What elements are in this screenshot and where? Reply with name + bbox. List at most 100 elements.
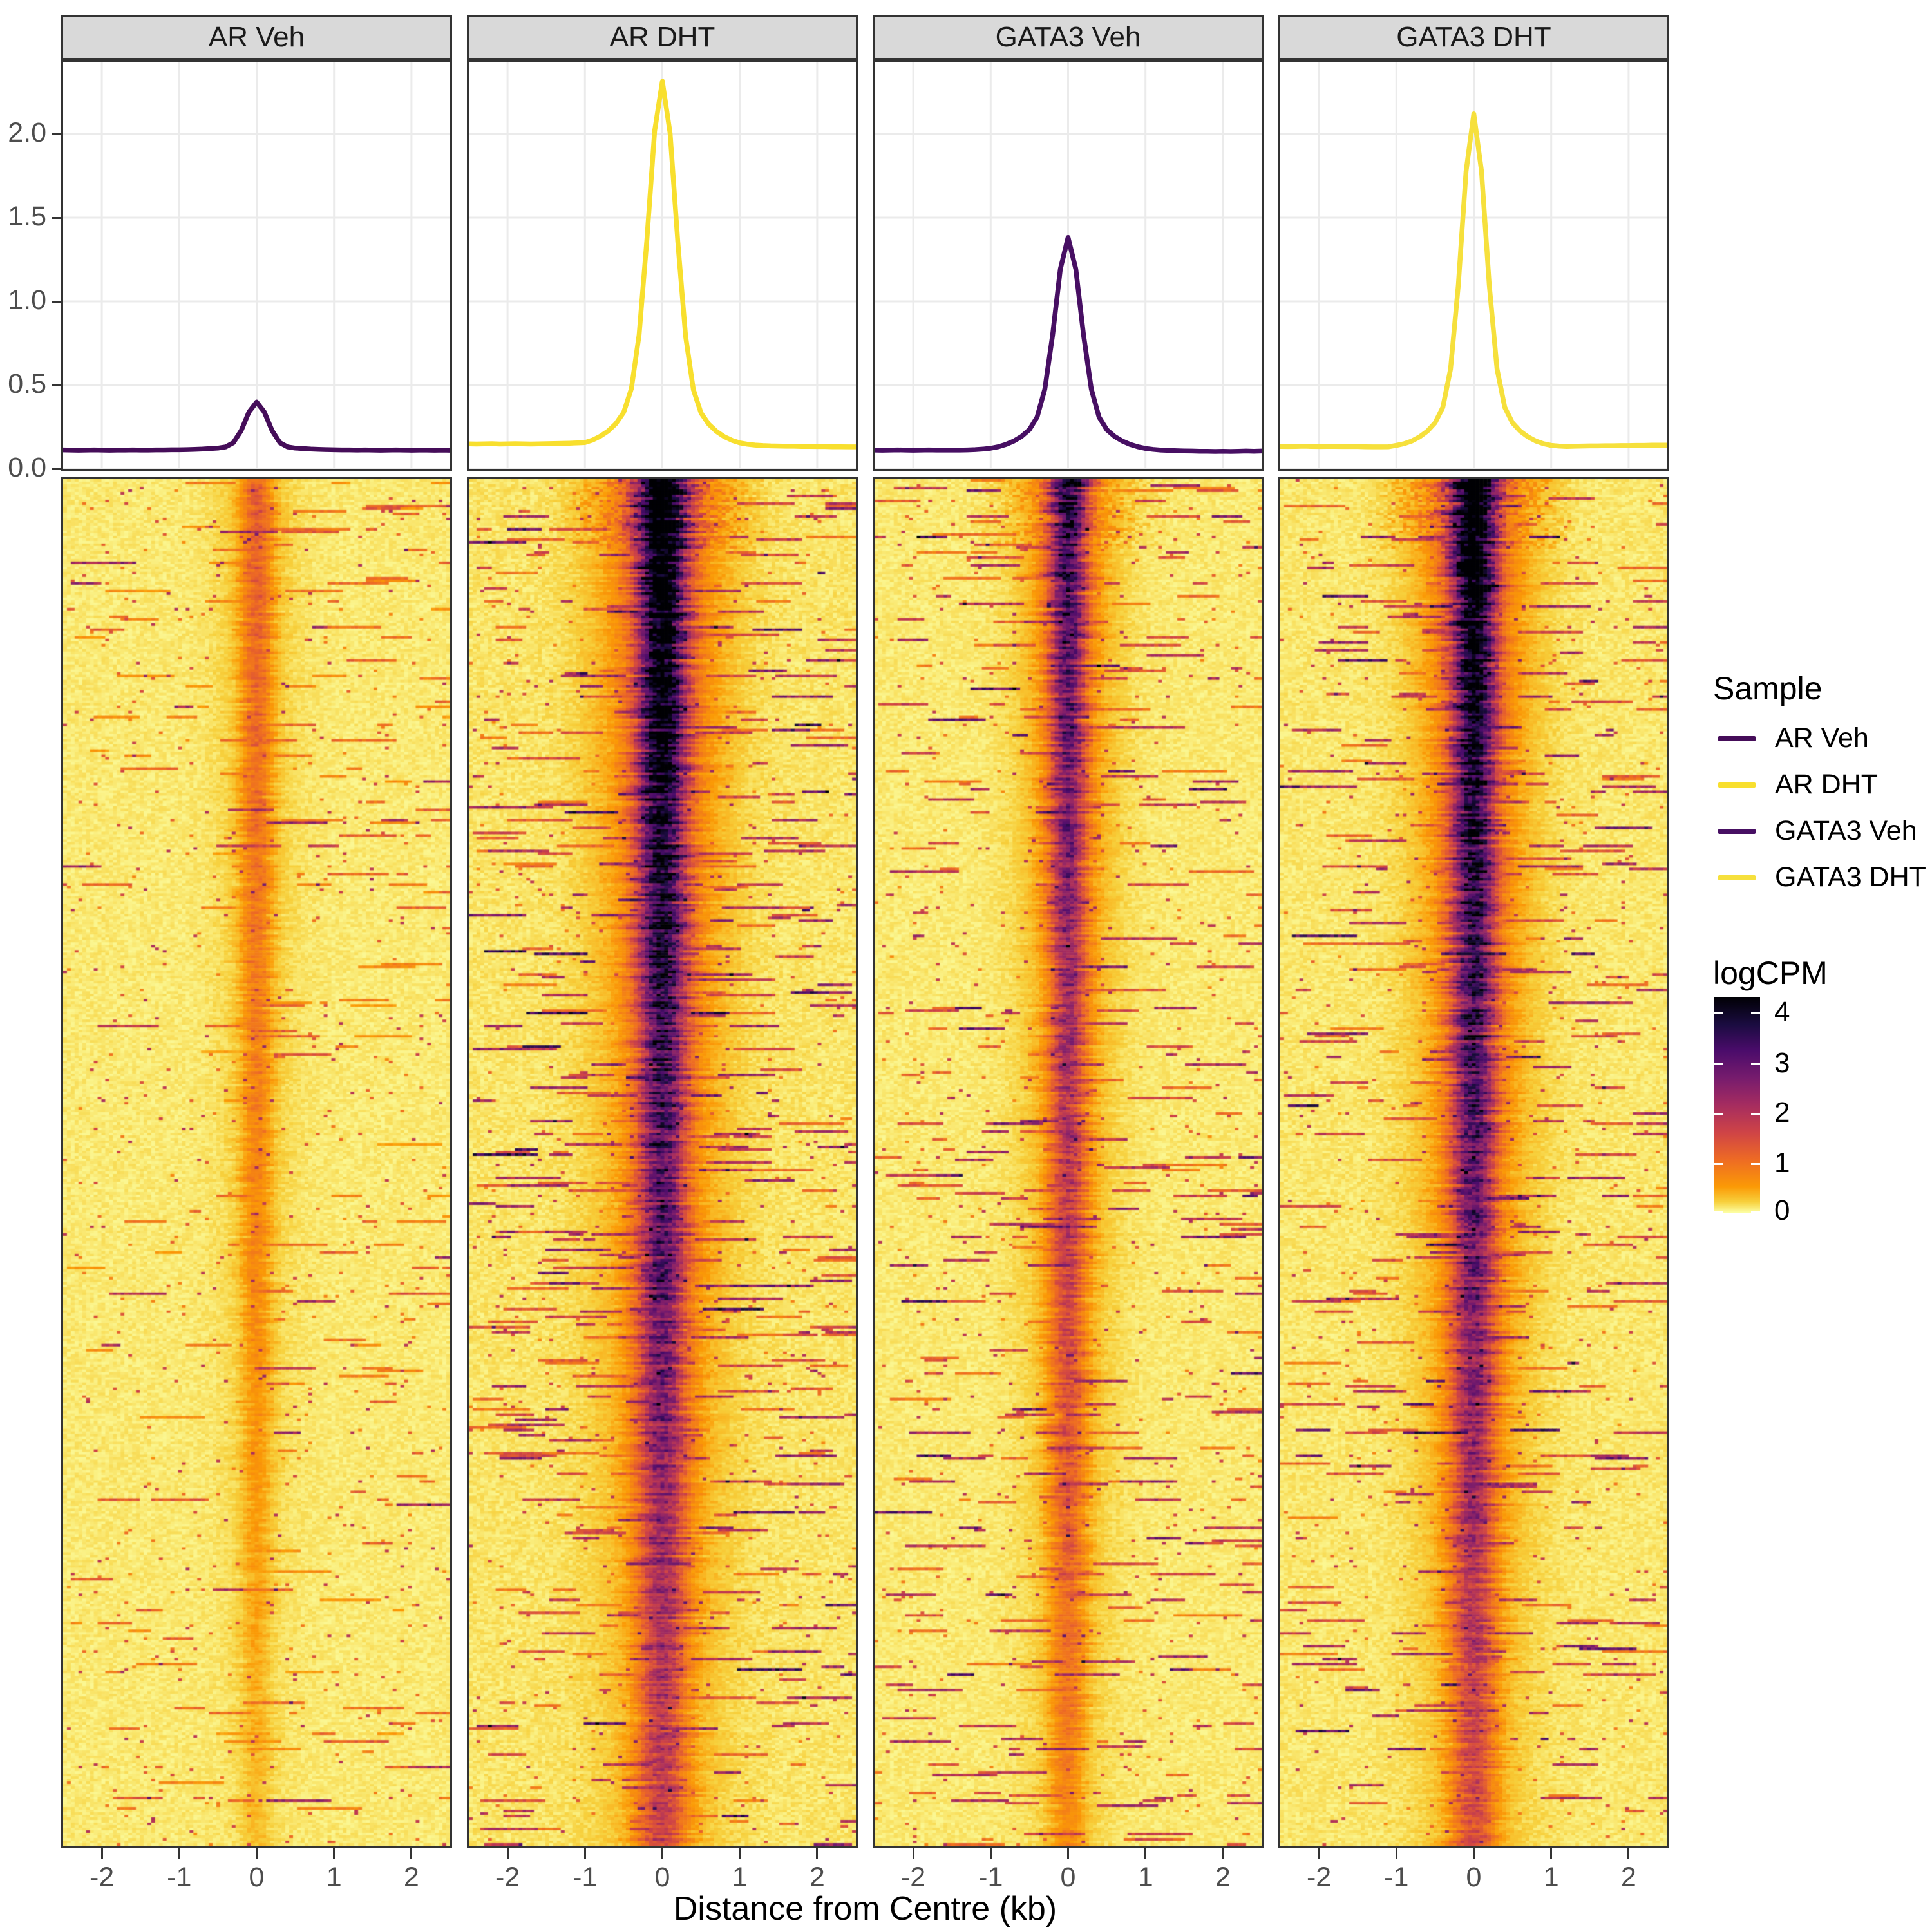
y-tick-label: 0.5 bbox=[8, 368, 46, 399]
profile-panel-ar-dht bbox=[467, 60, 858, 471]
colorbar-tick-mark bbox=[1751, 1210, 1760, 1213]
y-tick-label: 1.0 bbox=[8, 285, 46, 316]
facet-title: AR Veh bbox=[208, 21, 305, 53]
x-tick-mark bbox=[583, 1848, 586, 1859]
x-tick-mark bbox=[1067, 1848, 1069, 1859]
profile-curve-ar-dht bbox=[469, 79, 856, 450]
facet-strip-gata3-dht: GATA3 DHT bbox=[1278, 15, 1669, 60]
colorbar-title: logCPM bbox=[1713, 955, 1828, 991]
facet-strip-ar-dht: AR DHT bbox=[467, 15, 858, 60]
x-tick-mark bbox=[661, 1848, 663, 1859]
x-tick-label: -1 bbox=[573, 1862, 598, 1893]
x-tick-mark bbox=[410, 1848, 413, 1859]
y-tick-mark bbox=[52, 384, 61, 386]
y-tick-mark bbox=[52, 300, 61, 303]
facet-title: GATA3 Veh bbox=[995, 21, 1141, 53]
x-tick-mark bbox=[816, 1848, 819, 1859]
legend-item-label: GATA3 DHT bbox=[1775, 862, 1926, 893]
profile-panel-gata3-veh bbox=[873, 60, 1264, 471]
legend-key-line bbox=[1718, 875, 1756, 880]
colorbar-tick-mark bbox=[1714, 1012, 1723, 1014]
colorbar-tick-mark bbox=[1751, 1012, 1760, 1014]
profile-panel-gata3-dht bbox=[1278, 60, 1669, 471]
legend-item-label: AR DHT bbox=[1775, 769, 1879, 800]
legend-key-line bbox=[1718, 782, 1756, 788]
y-tick-label: 2.0 bbox=[8, 117, 46, 148]
x-tick-mark bbox=[1222, 1848, 1224, 1859]
heatmap-canvas-gata3-veh bbox=[875, 479, 1262, 1846]
x-tick-label: -2 bbox=[1306, 1862, 1332, 1893]
colorbar-tick-label: 0 bbox=[1774, 1195, 1790, 1226]
x-tick-label: 0 bbox=[249, 1862, 265, 1893]
colorbar-tick-label: 2 bbox=[1774, 1097, 1790, 1128]
x-tick-mark bbox=[1395, 1848, 1397, 1859]
facet-title: GATA3 DHT bbox=[1396, 21, 1551, 53]
legend-item-label: GATA3 Veh bbox=[1775, 815, 1917, 846]
x-tick-label: -1 bbox=[978, 1862, 1003, 1893]
colorbar-tick-label: 4 bbox=[1774, 996, 1790, 1028]
colorbar-tick-mark bbox=[1714, 1112, 1723, 1115]
x-tick-mark bbox=[1550, 1848, 1553, 1859]
heatmap-panel-ar-dht bbox=[467, 477, 858, 1848]
x-tick-label: 1 bbox=[326, 1862, 342, 1893]
y-tick-label: 1.5 bbox=[8, 201, 46, 232]
heatmap-canvas-ar-dht bbox=[469, 479, 856, 1846]
x-tick-label: 2 bbox=[1215, 1862, 1231, 1893]
x-tick-mark bbox=[256, 1848, 258, 1859]
profile-curve-gata3-veh bbox=[875, 234, 1262, 454]
x-tick-mark bbox=[1318, 1848, 1320, 1859]
x-tick-label: -2 bbox=[495, 1862, 520, 1893]
profile-plot-ar-dht bbox=[469, 62, 856, 469]
colorbar-tick-mark bbox=[1714, 1210, 1723, 1213]
heatmap-panel-gata3-dht bbox=[1278, 477, 1669, 1848]
x-tick-label: 0 bbox=[654, 1862, 670, 1893]
legend-title: Sample bbox=[1713, 670, 1823, 706]
x-tick-label: 1 bbox=[732, 1862, 748, 1893]
x-tick-mark bbox=[912, 1848, 914, 1859]
x-tick-mark bbox=[739, 1848, 741, 1859]
heatmap-panel-gata3-veh bbox=[873, 477, 1264, 1848]
x-tick-label: 1 bbox=[1137, 1862, 1153, 1893]
colorbar-tick-label: 1 bbox=[1774, 1147, 1790, 1179]
profile-curve-gata3-dht bbox=[1280, 111, 1667, 450]
y-tick-mark bbox=[52, 468, 61, 470]
facet-title: AR DHT bbox=[609, 21, 715, 53]
colorbar-tick-mark bbox=[1751, 1112, 1760, 1115]
legend-key-line bbox=[1718, 736, 1756, 741]
x-tick-label: 0 bbox=[1466, 1862, 1482, 1893]
x-tick-mark bbox=[100, 1848, 103, 1859]
heatmap-panel-ar-veh bbox=[61, 477, 452, 1848]
profile-plot-gata3-veh bbox=[875, 62, 1262, 469]
colorbar-gradient bbox=[1714, 997, 1760, 1213]
profile-plot-gata3-dht bbox=[1280, 62, 1667, 469]
profile-plot-ar-veh bbox=[63, 62, 450, 469]
x-tick-label: -2 bbox=[900, 1862, 926, 1893]
colorbar-tick-label: 3 bbox=[1774, 1047, 1790, 1079]
x-tick-mark bbox=[333, 1848, 336, 1859]
x-tick-mark bbox=[1473, 1848, 1475, 1859]
heatmap-canvas-ar-veh bbox=[63, 479, 450, 1846]
x-tick-label: 2 bbox=[403, 1862, 419, 1893]
colorbar-tick-mark bbox=[1714, 1063, 1723, 1065]
facet-strip-ar-veh: AR Veh bbox=[61, 15, 452, 60]
y-tick-mark bbox=[52, 133, 61, 135]
colorbar-tick-mark bbox=[1751, 1162, 1760, 1165]
x-tick-mark bbox=[1144, 1848, 1147, 1859]
profile-panel-ar-veh bbox=[61, 60, 452, 471]
x-tick-mark bbox=[178, 1848, 180, 1859]
x-tick-label: -1 bbox=[167, 1862, 192, 1893]
x-tick-mark bbox=[506, 1848, 509, 1859]
x-tick-label: 1 bbox=[1543, 1862, 1559, 1893]
colorbar-tick-mark bbox=[1714, 1162, 1723, 1165]
y-tick-label: 0.0 bbox=[8, 452, 46, 483]
x-tick-label: -2 bbox=[89, 1862, 115, 1893]
profile-curve-ar-veh bbox=[63, 399, 450, 453]
y-tick-mark bbox=[52, 216, 61, 219]
x-tick-label: 2 bbox=[1620, 1862, 1636, 1893]
x-tick-mark bbox=[989, 1848, 992, 1859]
x-tick-mark bbox=[1627, 1848, 1630, 1859]
x-tick-label: -1 bbox=[1384, 1862, 1409, 1893]
x-tick-label: 2 bbox=[809, 1862, 825, 1893]
x-tick-label: 0 bbox=[1060, 1862, 1076, 1893]
